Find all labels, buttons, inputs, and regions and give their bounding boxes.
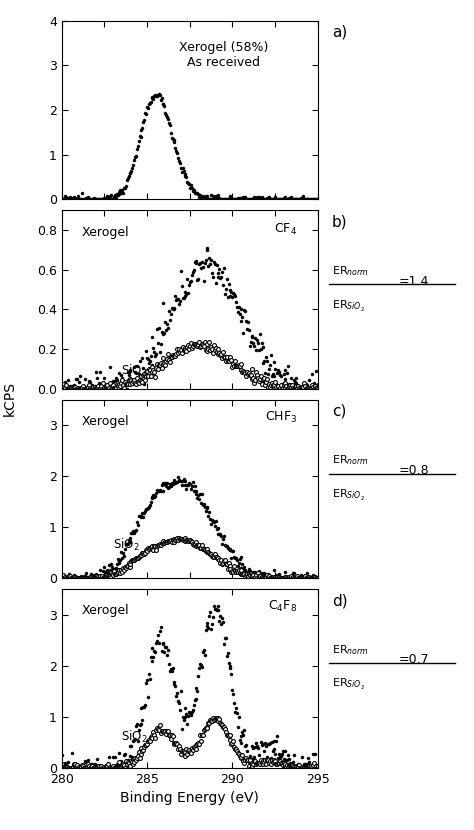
Text: SiO$_2$: SiO$_2$	[113, 537, 139, 553]
Text: =0.7: =0.7	[398, 653, 429, 666]
Text: SiO$_2$: SiO$_2$	[121, 363, 148, 379]
Text: kCPS: kCPS	[2, 381, 17, 416]
Text: ER$_{norm}$: ER$_{norm}$	[332, 264, 369, 278]
Text: d): d)	[332, 593, 347, 608]
Text: Xerogel: Xerogel	[82, 415, 130, 428]
Text: c): c)	[332, 403, 346, 419]
X-axis label: Binding Energy (eV): Binding Energy (eV)	[120, 791, 259, 805]
Text: ER$_{norm}$: ER$_{norm}$	[332, 642, 369, 657]
Text: =1.4: =1.4	[398, 275, 428, 287]
Text: =0.8: =0.8	[398, 464, 429, 477]
Text: b): b)	[332, 214, 347, 229]
Text: SiO$_2$: SiO$_2$	[121, 729, 148, 745]
Text: Xerogel: Xerogel	[82, 226, 130, 239]
Text: CF$_4$: CF$_4$	[274, 222, 297, 237]
Text: Xerogel (58%)
As received: Xerogel (58%) As received	[179, 41, 268, 69]
Text: CHF$_3$: CHF$_3$	[265, 410, 297, 425]
Text: ER$_{SiO_2}$: ER$_{SiO_2}$	[332, 299, 365, 314]
Text: ER$_{SiO_2}$: ER$_{SiO_2}$	[332, 677, 365, 692]
Text: a): a)	[332, 25, 347, 40]
Text: ER$_{norm}$: ER$_{norm}$	[332, 453, 369, 467]
Text: ER$_{SiO_2}$: ER$_{SiO_2}$	[332, 488, 365, 503]
Text: C$_4$F$_8$: C$_4$F$_8$	[268, 599, 297, 614]
Text: Xerogel: Xerogel	[82, 604, 130, 618]
